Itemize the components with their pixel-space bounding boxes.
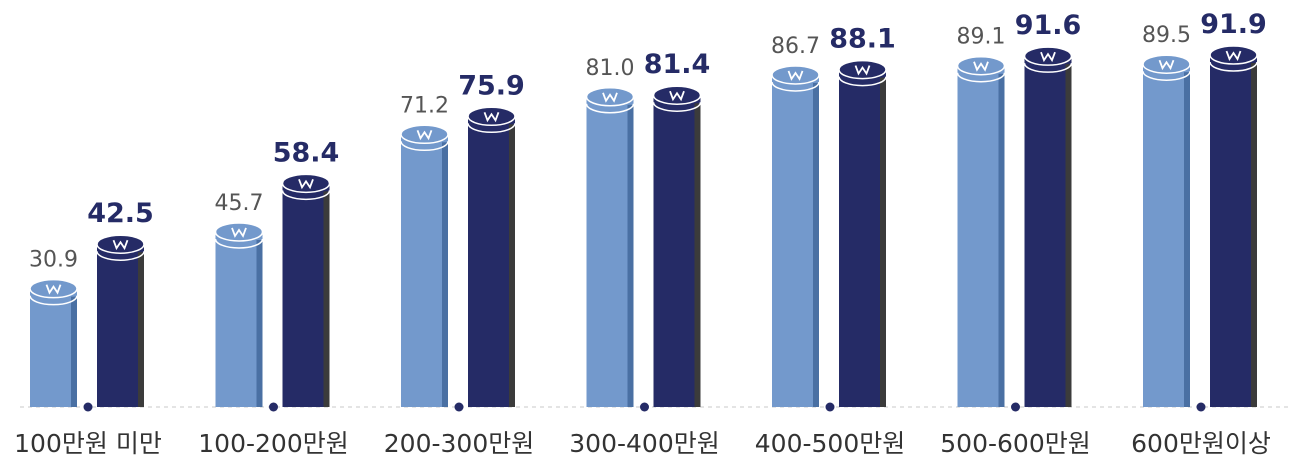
bar <box>30 289 77 407</box>
coin-top <box>587 88 634 106</box>
bar-side <box>509 124 515 407</box>
value-label: 86.7 <box>771 34 820 59</box>
value-label: 81.0 <box>586 56 635 81</box>
bar-side <box>442 142 448 407</box>
bar <box>1210 55 1257 407</box>
bar-group <box>401 125 448 407</box>
coin-top <box>468 107 515 125</box>
bar <box>839 70 886 407</box>
coin-top <box>30 280 77 298</box>
coin-top <box>1025 47 1072 65</box>
value-label: 91.9 <box>1200 9 1267 40</box>
coin-top <box>1143 55 1190 73</box>
page: 100만원 미만 30.9 42.5 100-200만원 45.7 58.4 200-300… <box>0 0 1294 461</box>
dot <box>84 403 93 412</box>
bar-side <box>1251 63 1257 407</box>
bar <box>216 232 263 407</box>
dot <box>826 403 835 412</box>
coin-top <box>654 86 701 104</box>
bar <box>1143 64 1190 407</box>
x-tick-label: 100-200만원 <box>198 429 348 458</box>
dot <box>269 403 278 412</box>
x-tick-label: 200-300만원 <box>384 429 534 458</box>
coin-top <box>97 235 144 253</box>
bar-side <box>257 240 263 407</box>
value-label: 42.5 <box>87 198 154 229</box>
bar-group <box>1025 47 1072 407</box>
value-label: 89.1 <box>957 25 1006 50</box>
dot <box>455 403 464 412</box>
coin-top <box>1210 46 1257 64</box>
bar <box>772 75 819 407</box>
bar <box>97 244 144 407</box>
x-tick-label: 400-500만원 <box>755 429 905 458</box>
bar-group <box>97 235 144 407</box>
value-label: 30.9 <box>29 248 78 273</box>
bar-group <box>1210 46 1257 407</box>
bar-side <box>1184 72 1190 407</box>
bar <box>468 116 515 407</box>
x-tick-label: 100만원 미만 <box>14 429 162 458</box>
value-label: 71.2 <box>400 93 449 118</box>
coin-top <box>401 125 448 143</box>
bar-group <box>839 61 886 407</box>
bar-side <box>999 74 1005 407</box>
bar-side <box>695 103 701 407</box>
bar-side <box>324 191 330 407</box>
dot <box>1011 403 1020 412</box>
coin-top <box>958 57 1005 75</box>
bar <box>958 66 1005 407</box>
chart: 100만원 미만 30.9 42.5 100-200만원 45.7 58.4 200-300… <box>0 0 1294 461</box>
coin-top <box>216 223 263 241</box>
value-label: 91.6 <box>1015 10 1082 41</box>
value-label: 75.9 <box>458 70 525 101</box>
bar <box>587 97 634 407</box>
bar-side <box>880 78 886 407</box>
bar-group <box>283 174 330 407</box>
x-tick-label: 500-600만원 <box>940 429 1090 458</box>
bar-group <box>654 86 701 407</box>
bar-group <box>1143 55 1190 407</box>
bar-side <box>138 252 144 407</box>
bar-group <box>30 280 77 407</box>
bar-group <box>468 107 515 407</box>
bar-side <box>1066 64 1072 407</box>
dot <box>640 403 649 412</box>
value-label: 89.5 <box>1142 23 1191 48</box>
dot <box>1197 403 1206 412</box>
bar-side <box>813 83 819 407</box>
bar <box>401 134 448 407</box>
x-tick-label: 600만원이상 <box>1131 429 1271 458</box>
bar-group <box>958 57 1005 407</box>
bar-group <box>587 88 634 407</box>
bar <box>1025 56 1072 407</box>
bar-group <box>216 223 263 407</box>
value-label: 58.4 <box>273 137 340 168</box>
bar-group <box>772 66 819 407</box>
coin-top <box>839 61 886 79</box>
value-label: 88.1 <box>829 24 896 55</box>
x-tick-label: 300-400만원 <box>569 429 719 458</box>
bar-side <box>71 297 77 407</box>
bar <box>654 95 701 407</box>
coin-top <box>283 174 330 192</box>
bar <box>283 183 330 407</box>
value-label: 81.4 <box>644 49 711 80</box>
bar-side <box>628 105 634 407</box>
coin-top <box>772 66 819 84</box>
value-label: 45.7 <box>215 191 264 216</box>
